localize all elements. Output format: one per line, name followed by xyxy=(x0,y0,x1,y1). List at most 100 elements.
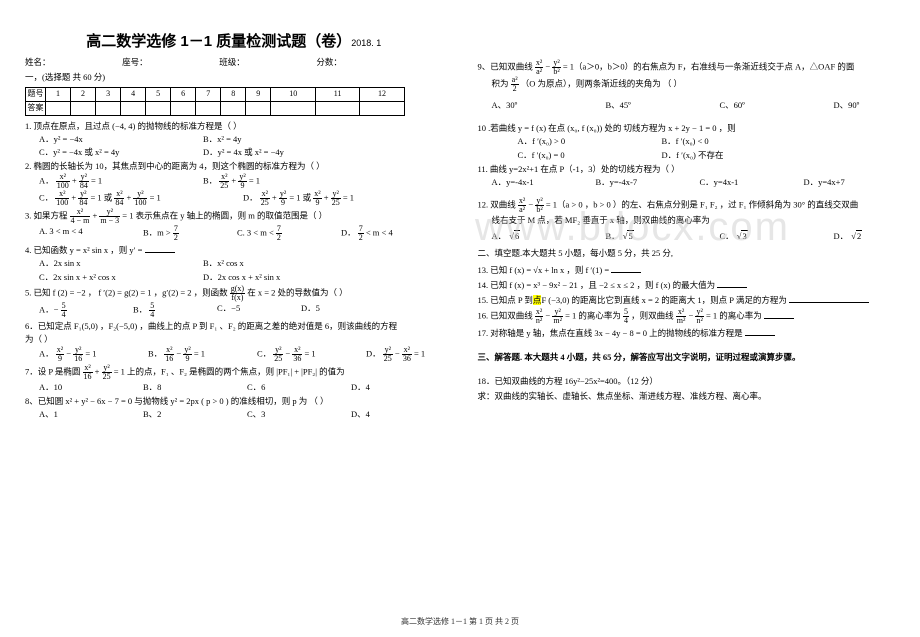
q12-stem2: 线右支于 M 点，若 MF₂ 垂直于 x 轴，则双曲线的离心率为 xyxy=(492,214,896,227)
q9-optD: D、90º xyxy=(834,99,860,112)
q6-optA: A． x²9 − y²16 = 1 xyxy=(39,346,134,363)
q15: 15. 已知点 P 到点F (−3,0) 的距离比它到直线 x = 2 的距离大… xyxy=(478,293,896,307)
grid-col: 2 xyxy=(71,87,96,101)
q2-optB: B． x²25 + y²9 = 1 xyxy=(203,173,260,190)
grid-col: 6 xyxy=(171,87,196,101)
q11: 11. 曲线 y=2x²+1 在点 P（-1，3）处的切线方程为（ ） A．y=… xyxy=(478,163,896,189)
q7-stem: 7．设 P 是椭圆 x²16 + y²25 = 1 上的点，F₁ 、F₂ 是椭圆… xyxy=(25,364,443,381)
q5-optA: A．− 54 xyxy=(39,302,119,319)
q7-optC: C．6 xyxy=(247,381,337,394)
q9-optB: B、45º xyxy=(606,99,706,112)
q6: 6．已知定点 F₁(5,0) ，F₂(−5,0) ，曲线上的点 P 到 F₁ 、… xyxy=(25,320,443,363)
grid-cell xyxy=(121,101,146,115)
q4: 4. 已知函数 y = x² sin x ，则 y′ = A．2x sin x … xyxy=(25,243,443,284)
left-column: 高二数学选修 1－1 质量检测试题（卷）2018. 1 姓名： 座号： 班级： … xyxy=(25,30,443,423)
section-3-label: 三、解答题. 本大题共 4 小题，共 65 分，解答应写出文字说明，证明过程或演… xyxy=(478,351,896,364)
grid-col: 3 xyxy=(96,87,121,101)
grid-cell xyxy=(196,101,221,115)
q12: 12. 双曲线 x²a² − y²b² = 1（a > 0 ，b > 0 ）的左… xyxy=(478,197,896,243)
label-class: 班级： xyxy=(219,56,314,69)
q14: 14. 已知 f (x) = x³ − 9x² − 21 ，且 −2 ≤ x ≤… xyxy=(478,278,896,292)
q10-optD: D．f ′(x₀) 不存在 xyxy=(662,149,724,162)
q6-optC: C． y²25 − x²36 = 1 xyxy=(257,346,352,363)
grid-col: 4 xyxy=(121,87,146,101)
grid-cell xyxy=(246,101,271,115)
q7-optB: B．8 xyxy=(143,381,233,394)
grid-col: 11 xyxy=(316,87,360,101)
q13: 13. 已知 f (x) = √x + ln x ，则 f ′(1) = xyxy=(478,263,896,277)
q11-stem: 11. 曲线 y=2x²+1 在点 P（-1，3）处的切线方程为（ ） xyxy=(478,163,896,176)
q9-stem2: 积为 a²2 （O 为原点），则两条渐近线的夹角为 （ ） xyxy=(492,76,896,93)
grid-cell xyxy=(171,101,196,115)
grid-cell xyxy=(96,101,121,115)
q8: 8、已知圆 x² + y² − 6x − 7 = 0 与抛物线 y² = 2px… xyxy=(25,395,443,421)
grid-row2-label: 答案 xyxy=(26,101,46,115)
q8-stem: 8、已知圆 x² + y² − 6x − 7 = 0 与抛物线 y² = 2px… xyxy=(25,395,443,408)
section-2-label: 二、填空题.本大题共 5 小题，每小题 5 分，共 25 分, xyxy=(478,247,896,260)
q18-a: 18．已知双曲线的方程 16y²−25x²=400。（12 分） xyxy=(478,375,896,388)
grid-cell xyxy=(359,101,404,115)
grid-cell xyxy=(221,101,246,115)
label-name: 姓名： xyxy=(25,56,120,69)
q10: 10 .若曲线 y = f (x) 在点 (x₀, f (x₀)) 处的 切线方… xyxy=(478,122,896,162)
q6-stem: 6．已知定点 F₁(5,0) ，F₂(−5,0) ，曲线上的点 P 到 F₁ 、… xyxy=(25,320,443,346)
q12-optA: A． 6 xyxy=(492,230,592,243)
q8-optC: C、3 xyxy=(247,408,337,421)
q2-optA: A． x²100 + y²84 = 1 xyxy=(39,173,189,190)
grid-col: 8 xyxy=(221,87,246,101)
q4-stem: 4. 已知函数 y = x² sin x ，则 y′ = xyxy=(25,243,443,257)
q11-optA: A．y=-4x-1 xyxy=(492,176,582,189)
q10-optB: B．f ′(x₀) < 0 xyxy=(662,135,709,148)
grid-cell xyxy=(46,101,71,115)
q1-optC: C．y² = −4x 或 x² = 4y xyxy=(39,146,189,159)
q7: 7．设 P 是椭圆 x²16 + y²25 = 1 上的点，F₁ 、F₂ 是椭圆… xyxy=(25,364,443,394)
q2-stem: 2. 椭圆的长轴长为 10，其焦点到中心的距离为 4，则这个椭圆的标准方程为（ … xyxy=(25,160,443,173)
q12-optD: D． 2 xyxy=(834,230,863,243)
grid-col: 5 xyxy=(146,87,171,101)
q17: 17. 对称轴是 y 轴，焦点在直线 3x − 4y − 8 = 0 上的抛物线… xyxy=(478,326,896,340)
q2-optD: D． x²25 + y²9 = 1 或 x²9 + y²25 = 1 xyxy=(243,190,354,207)
grid-cell xyxy=(271,101,316,115)
q3-optC: C. 3 < m < 72 xyxy=(237,225,327,242)
q2-optC: C． x²100 + y²84 = 1 或 x²84 + y²100 = 1 xyxy=(39,190,229,207)
q9-stem1: 9、已知双曲线 x²a² − y²b² = 1（a＞0，b＞0）的右焦点为 F，… xyxy=(478,59,896,76)
q11-optD: D．y=4x+7 xyxy=(804,176,845,189)
q6-optD: D． y²25 − x²36 = 1 xyxy=(366,346,425,363)
q11-optB: B．y=-4x-7 xyxy=(596,176,686,189)
q8-optA: A、1 xyxy=(39,408,129,421)
q4-optD: D．2x cos x + x² sin x xyxy=(203,271,280,284)
q3-optB: B．m > 72 xyxy=(143,225,223,242)
title-date: 2018. 1 xyxy=(351,38,381,48)
q18-b: 求：双曲线的实轴长、虚轴长、焦点坐标、渐进线方程、准线方程、离心率。 xyxy=(478,390,896,403)
label-seat: 座号： xyxy=(122,56,217,69)
grid-cell xyxy=(146,101,171,115)
q9-optA: A、30º xyxy=(492,99,592,112)
q5-optD: D．5 xyxy=(301,302,320,319)
grid-col: 7 xyxy=(196,87,221,101)
title-main: 高二数学选修 1－1 质量检测试题（卷） xyxy=(86,33,351,50)
q5-stem: 5. 已知 f (2) = −2 ， f ′(2) = g(2) = 1 ，g′… xyxy=(25,285,443,302)
section-1-label: 一，(选择题 共 60 分) xyxy=(25,71,443,84)
title: 高二数学选修 1－1 质量检测试题（卷）2018. 1 xyxy=(25,30,443,53)
q5-optB: B． 54 xyxy=(133,302,203,319)
grid-col: 10 xyxy=(271,87,316,101)
q5-optC: C．−5 xyxy=(217,302,287,319)
right-column: 9、已知双曲线 x²a² − y²b² = 1（a＞0，b＞0）的右焦点为 F，… xyxy=(478,30,896,423)
q9: 9、已知双曲线 x²a² − y²b² = 1（a＞0，b＞0）的右焦点为 F，… xyxy=(478,59,896,112)
grid-col: 9 xyxy=(246,87,271,101)
grid-cell xyxy=(316,101,360,115)
q3-optD: D． 72 < m < 4 xyxy=(341,225,393,242)
q2: 2. 椭圆的长轴长为 10，其焦点到中心的距离为 4，则这个椭圆的标准方程为（ … xyxy=(25,160,443,207)
q11-optC: C．y=4x-1 xyxy=(700,176,790,189)
q4-optC: C．2x sin x + x² cos x xyxy=(39,271,189,284)
q4-optA: A．2x sin x xyxy=(39,257,189,270)
grid-col: 12 xyxy=(359,87,404,101)
q3-stem: 3. 如果方程 x²4 − m + y²m − 3 = 1 表示焦点在 y 轴上… xyxy=(25,208,443,225)
q7-optD: D．4 xyxy=(351,381,370,394)
q12-stem1: 12. 双曲线 x²a² − y²b² = 1（a > 0 ，b > 0 ）的左… xyxy=(478,197,896,214)
q16: 16. 已知双曲线 x²n² − y²m² = 1 的离心率为 54 ，则双曲线… xyxy=(478,308,896,325)
q1-optD: D．y² = 4x 或 x² = −4y xyxy=(203,146,284,159)
grid-cell xyxy=(71,101,96,115)
q10-stem: 10 .若曲线 y = f (x) 在点 (x₀, f (x₀)) 处的 切线方… xyxy=(478,122,896,135)
q1-optA: A．y² = −4x xyxy=(39,133,189,146)
